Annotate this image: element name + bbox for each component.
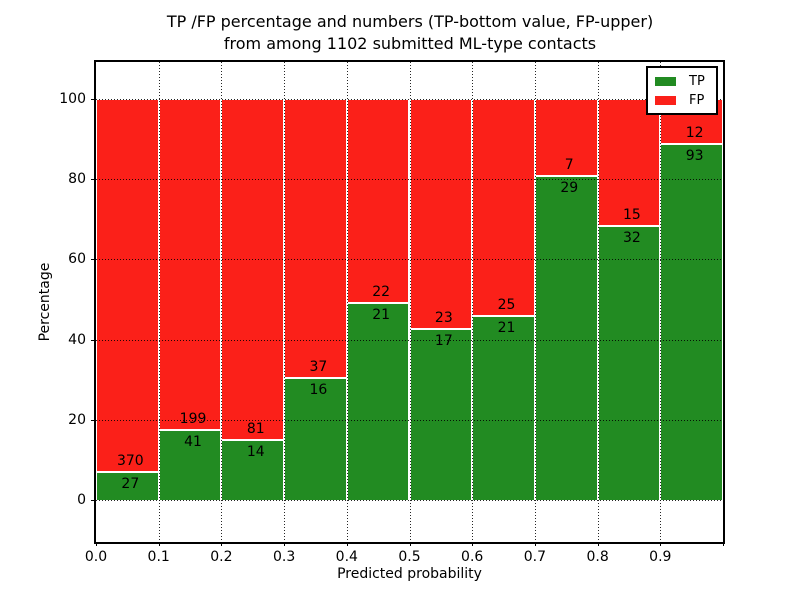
bar-segment-fp [96, 99, 159, 473]
gridline-vertical [660, 62, 662, 542]
bar-segment-tp [472, 316, 535, 500]
bar-segment-tp [221, 440, 285, 500]
gridline-vertical [534, 62, 536, 542]
legend-label-tp: TP [689, 74, 705, 89]
gridline-horizontal [96, 339, 723, 341]
tp-count-label: 14 [246, 443, 265, 460]
legend-item-tp: TP [648, 72, 716, 91]
y-tick [91, 99, 95, 100]
x-tick [597, 542, 599, 546]
bars-layer [96, 62, 723, 542]
legend-swatch-tp [655, 77, 676, 86]
tp-count-label: 27 [121, 475, 140, 492]
legend-label-fp: FP [689, 93, 705, 108]
gridline-horizontal [96, 419, 723, 421]
x-tick [660, 542, 662, 546]
y-tick-label: 0 [77, 492, 86, 508]
legend: TP FP [646, 66, 718, 115]
x-tick-label: 0.6 [461, 549, 484, 565]
chart-title-line2: from among 1102 submitted ML-type contac… [223, 34, 597, 53]
plot-area: 370 27 199 41 81 14 37 16 22 21 23 17 25 21 7 29 15 32 12 9… [94, 60, 725, 544]
tp-count-label: 21 [497, 319, 516, 336]
x-tick-label: 0.2 [210, 549, 233, 565]
y-tick-label: 60 [68, 251, 86, 268]
fp-count-label: 81 [246, 420, 265, 437]
x-tick [158, 542, 160, 546]
fp-count-label: 15 [623, 206, 641, 223]
x-tick [221, 542, 223, 546]
fp-count-label: 12 [685, 124, 704, 141]
bar-segment-fp [346, 99, 410, 305]
gridline-vertical [346, 62, 348, 542]
x-tick [284, 542, 286, 546]
fp-count-label: 7 [564, 156, 574, 173]
x-tick [409, 542, 411, 546]
x-tick [723, 542, 724, 546]
fp-count-label: 22 [372, 284, 391, 301]
y-tick-label: 100 [59, 91, 86, 107]
bar-segment-fp [409, 99, 473, 330]
x-tick [472, 542, 474, 546]
x-tick [96, 542, 97, 546]
bar-segment-tp [346, 304, 410, 500]
gridline-vertical [597, 62, 599, 542]
fp-count-label: 25 [497, 296, 516, 313]
y-tick [91, 179, 95, 181]
x-tick-label: 0.1 [147, 549, 170, 565]
bar-segment-tp [158, 431, 222, 500]
x-tick-label: 0.9 [649, 549, 672, 565]
grid-layer [96, 62, 723, 542]
y-tick [91, 259, 95, 261]
bar-segment-tp [96, 472, 159, 500]
x-axis-label: Predicted probability [337, 566, 482, 582]
x-tick-label: 0.5 [398, 549, 421, 565]
bar-segment-tp [597, 226, 661, 500]
bar-segment-tp [284, 378, 347, 500]
bar-segment-tp [409, 329, 473, 500]
gridline-vertical [472, 62, 474, 542]
y-axis-label: Percentage [37, 262, 53, 342]
fp-count-label: 37 [309, 358, 328, 375]
bar-segment-fp [284, 99, 347, 379]
gridline-vertical [158, 62, 160, 542]
tp-count-label: 17 [434, 332, 453, 349]
fp-count-label: 370 [116, 452, 144, 469]
x-tick-label: 0.3 [272, 549, 296, 565]
tp-count-label: 93 [685, 147, 704, 164]
gridline-vertical [409, 62, 411, 542]
bar-count-labels-layer: 370 27 199 41 81 14 37 16 22 21 23 17 25 21 7 29 15 32 12 9… [96, 62, 723, 542]
tp-count-label: 21 [372, 307, 391, 324]
tp-count-label: 32 [623, 229, 641, 246]
y-tick [91, 339, 95, 341]
fp-count-label: 23 [434, 309, 453, 326]
chart-title-line1: TP /FP percentage and numbers (TP-bottom… [166, 12, 654, 31]
bar-segment-tp [660, 144, 723, 500]
gridline-vertical [221, 62, 223, 542]
x-tick-label: 0.8 [586, 549, 609, 565]
gridline-horizontal [96, 179, 723, 181]
y-tick-label: 80 [68, 171, 86, 188]
y-tick-label: 40 [68, 331, 86, 348]
chart-title: TP /FP percentage and numbers (TP-bottom… [0, 11, 800, 55]
x-tick [346, 542, 348, 546]
legend-swatch-fp [655, 96, 676, 105]
tp-count-label: 16 [309, 381, 328, 398]
gridline-horizontal [96, 99, 723, 100]
x-tick-label: 0.0 [84, 549, 108, 565]
gridline-horizontal [96, 500, 723, 501]
tp-count-label: 29 [560, 179, 579, 196]
x-tick-label: 0.7 [523, 549, 547, 565]
gridline-vertical [284, 62, 286, 542]
fp-count-label: 199 [179, 411, 207, 428]
y-tick [91, 500, 95, 501]
legend-item-fp: FP [648, 91, 716, 110]
y-tick [91, 419, 95, 421]
tp-count-label: 41 [184, 434, 202, 451]
y-tick-label: 20 [68, 411, 86, 428]
gridline-horizontal [96, 259, 723, 261]
x-tick [534, 542, 536, 546]
x-tick-label: 0.4 [335, 549, 358, 565]
